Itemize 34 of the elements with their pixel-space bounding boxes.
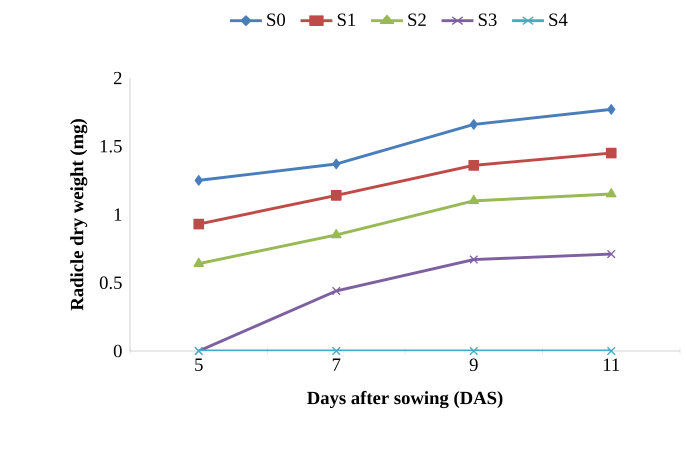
point [606,148,617,158]
point [606,188,617,198]
x-tick-label: 11 [604,358,620,371]
point [606,250,616,259]
y-tick-label: 0 [114,344,122,358]
legend-label: S1 [338,13,356,26]
y-tick-label: 0.5 [100,276,122,290]
point [607,104,616,115]
y-axis-title: Radicle dry weight (mg) [70,119,88,310]
x-tick-label: 7 [332,358,340,371]
point [332,286,341,296]
legend-label: S0 [267,13,286,26]
point [193,258,204,267]
x-tick-label: 9 [470,358,478,372]
point [330,190,342,201]
legend-label: S3 [478,13,497,26]
y-tick-label: 1 [114,208,122,221]
x-axis-title: Days after sowing (DAS) [307,390,502,408]
point [194,175,203,186]
point [330,228,342,238]
x-tick-label: 5 [195,358,203,371]
point [468,194,480,204]
legend-label: S2 [408,13,426,26]
y-tick-label: 1.5 [100,140,122,153]
y-tick-label: 2 [114,72,122,84]
legend-label: S4 [549,13,568,26]
point [332,158,340,170]
point [332,346,341,356]
point [606,346,616,356]
point [193,218,204,230]
point [469,346,478,356]
point [469,255,478,264]
point [468,160,480,171]
point [470,119,478,130]
